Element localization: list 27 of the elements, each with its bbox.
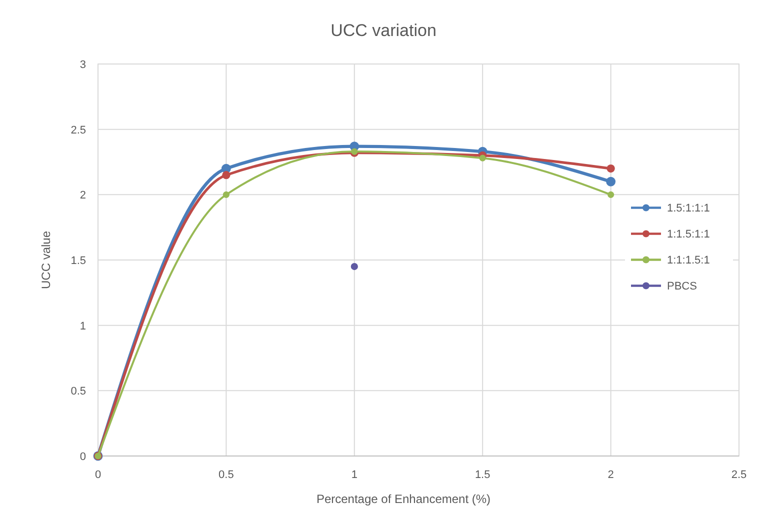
x-tick-label: 2 (608, 469, 614, 481)
y-tick-label: 0 (80, 451, 86, 463)
point (606, 164, 615, 173)
y-tick-label: 3 (80, 59, 86, 71)
point (606, 176, 616, 186)
y-tick-label: 2.5 (70, 124, 86, 136)
x-tick-label: 1 (351, 469, 358, 481)
legend-label: 1.5:1:1:1 (667, 202, 710, 215)
point (350, 262, 358, 270)
y-tick-label: 2 (80, 190, 86, 202)
point (479, 154, 486, 162)
x-tick-label: 0 (94, 469, 102, 481)
point (222, 191, 230, 198)
point (608, 191, 614, 198)
x-tick-label: 2.5 (731, 469, 747, 481)
y-tick-label: 1 (80, 320, 86, 332)
point (222, 171, 230, 180)
legend-label: 1:1:1.5:1 (667, 254, 710, 267)
legend-label: PBCS (667, 280, 697, 293)
y-tick-label: 0.5 (70, 386, 86, 398)
x-tick-label: 1.5 (474, 469, 490, 481)
y-axis-title: UCC value (39, 230, 53, 290)
y-tick-label: 1.5 (70, 255, 86, 267)
x-tick-label: 0.5 (218, 469, 234, 481)
legend-label: 1:1.5:1:1 (667, 228, 710, 241)
chart-title: UCC variation (330, 21, 436, 40)
x-axis-title: Percentage of Enhancement (%) (316, 492, 491, 506)
